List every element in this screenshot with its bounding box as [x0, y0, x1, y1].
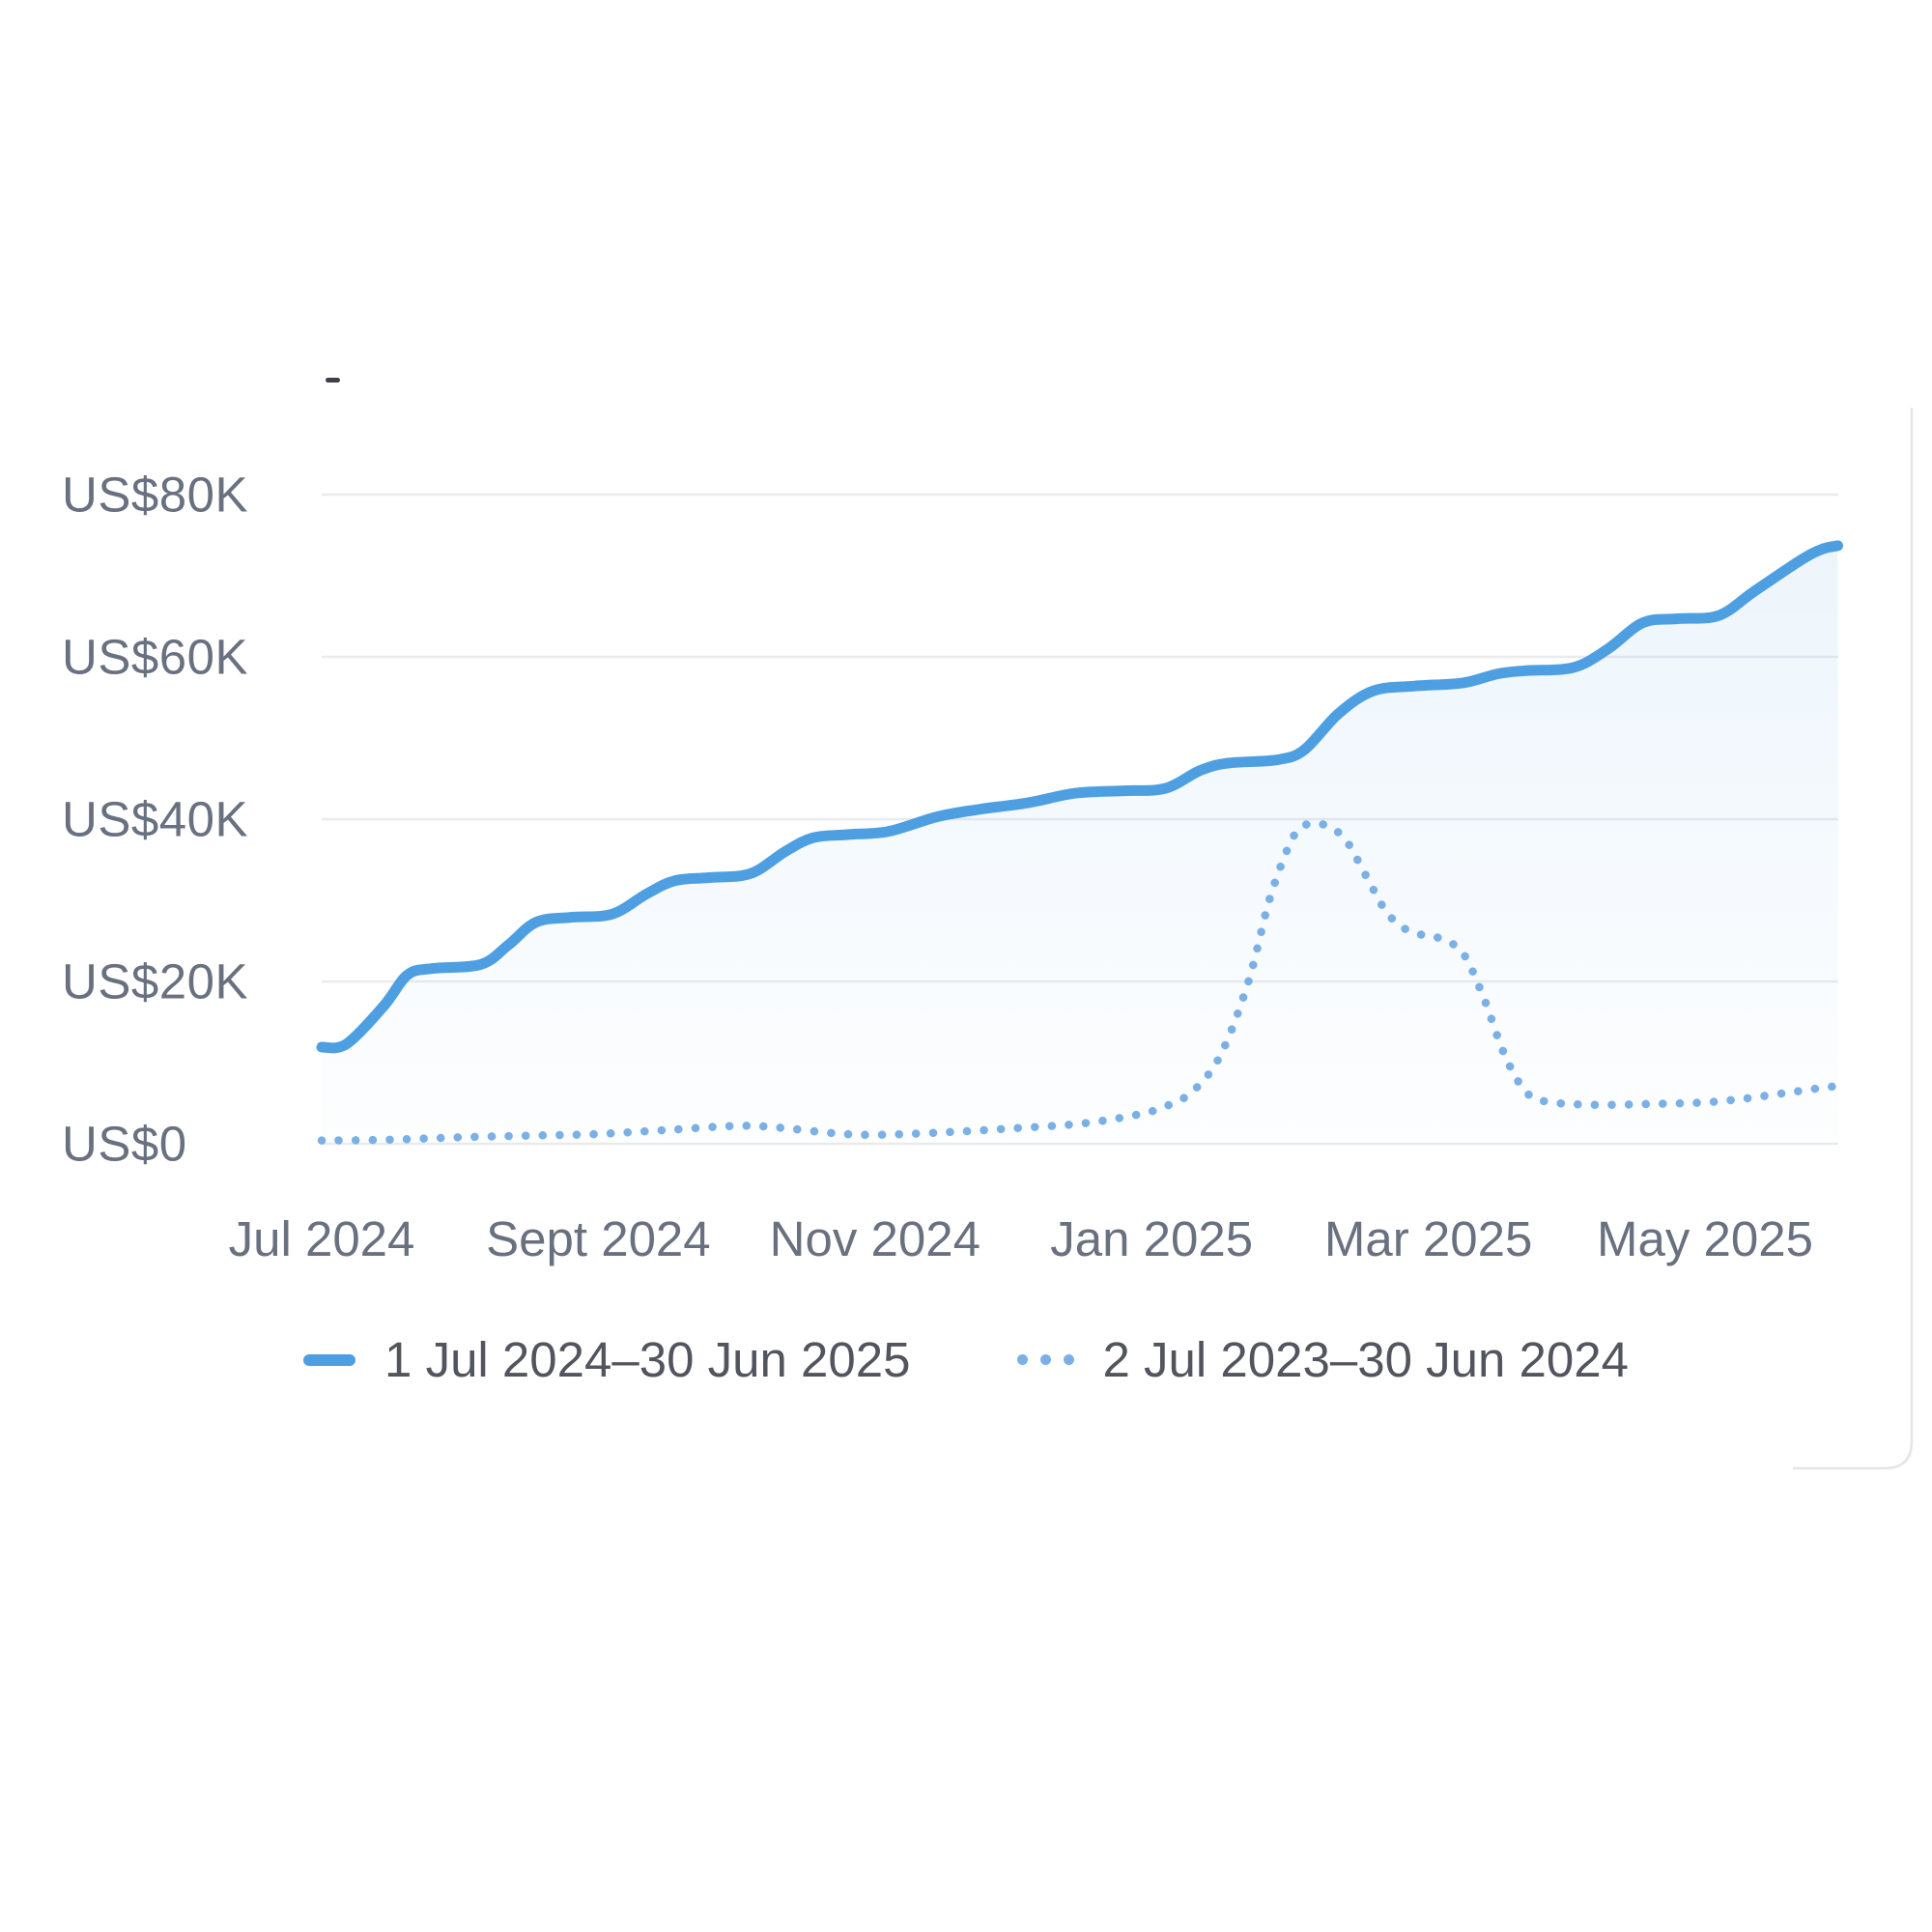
x-tick-label-may-2025: May 2025 [1597, 1211, 1813, 1266]
legend-label: 2 Jul 2023–30 Jun 2024 [1102, 1332, 1629, 1387]
y-tick-label-20000: US$20K [62, 953, 248, 1009]
y-tick-label-0: US$0 [62, 1116, 187, 1172]
y-tick-label-40000: US$40K [62, 791, 248, 847]
series-area-current-period [322, 545, 1838, 1144]
x-tick-label-jan-2025: Jan 2025 [1050, 1211, 1254, 1266]
chart-legend: 1 Jul 2024–30 Jun 2025 2 Jul 2023–30 Jun … [0, 1331, 1932, 1388]
legend-item-current-period: 1 Jul 2024–30 Jun 2025 [303, 1331, 911, 1388]
x-tick-label-nov-2024: Nov 2024 [769, 1211, 980, 1266]
y-tick-label-60000: US$60K [62, 629, 248, 685]
x-tick-label-mar-2025: Mar 2025 [1323, 1211, 1533, 1266]
legend-dot [1039, 1354, 1051, 1365]
x-tick-label-sept-2024: Sept 2024 [486, 1211, 711, 1266]
x-tick-label-jul-2024: Jul 2024 [228, 1211, 415, 1266]
legend-dot [1063, 1354, 1074, 1365]
legend-item-previous-period: 2 Jul 2023–30 Jun 2024 [1016, 1331, 1629, 1388]
chart-title-dash [326, 378, 340, 383]
y-tick-label-80000: US$80K [62, 467, 248, 523]
legend-label: 1 Jul 2024–30 Jun 2025 [384, 1332, 911, 1387]
card-border [1793, 408, 1914, 1470]
legend-dot [1016, 1354, 1028, 1365]
legend-dotted-line-icon [1016, 1354, 1074, 1365]
series-line-current-period [316, 540, 1843, 1054]
legend-solid-line-icon [303, 1353, 356, 1366]
